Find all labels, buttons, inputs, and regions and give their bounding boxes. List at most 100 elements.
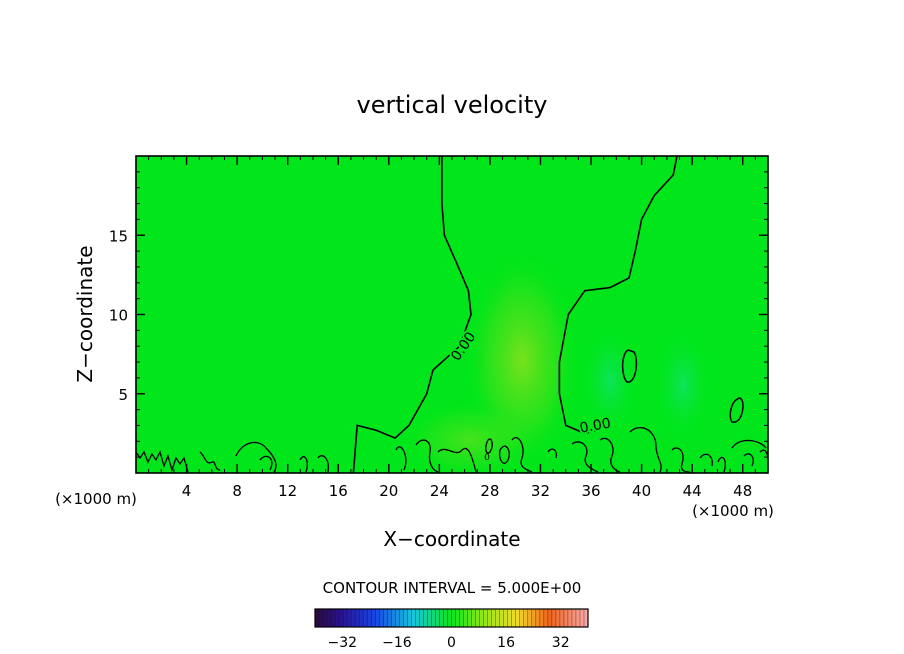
colorbar-frame: [314, 608, 589, 628]
colorbar-cell: [447, 609, 452, 627]
zero-contour-near-surface: [136, 427, 768, 473]
x-axis: 4 8 12 16 20 24 28 32 36 40 44 48: [148, 156, 756, 500]
colorbar-cell: [535, 609, 541, 627]
colorbar-tick-label: 16: [497, 635, 515, 651]
colorbar-cell: [491, 609, 496, 627]
colorbar-cell: [503, 609, 509, 627]
y-tick-label: 15: [109, 227, 128, 245]
x-tick-label: 40: [632, 482, 651, 500]
colorbar-cell: [327, 609, 332, 627]
colorbar-cell: [583, 609, 589, 627]
y-tick-label: 10: [109, 307, 128, 325]
plot-field: [136, 156, 768, 473]
y-tick-label: 5: [118, 386, 128, 404]
colorbar-cell: [507, 609, 513, 627]
colorbar-cell: [343, 609, 348, 627]
colorbar-tick-label: −32: [328, 635, 358, 651]
x-tick-label: 36: [581, 482, 600, 500]
colorbar-cell: [543, 609, 549, 627]
updraft-base: [400, 400, 540, 473]
colorbar-cell: [551, 609, 557, 627]
colorbar-cell: [395, 609, 400, 627]
colorbar-cell: [411, 609, 416, 627]
downdraft-region: [580, 320, 640, 440]
colorbar-cell: [515, 609, 521, 627]
colorbar-cell: [567, 609, 573, 627]
x-tick-label: 24: [430, 482, 449, 500]
x-tick-label: 4: [182, 482, 192, 500]
colorbar-cell: [323, 609, 328, 627]
y-axis: 5 10 15: [109, 171, 768, 458]
x-tick-label: 20: [379, 482, 398, 500]
colorbar-cell: [475, 609, 480, 627]
contour-label-small: 0: [484, 453, 490, 463]
colorbar-cell: [459, 609, 464, 627]
contour-interval-text: CONTOUR INTERVAL = 5.000E+00: [323, 579, 582, 597]
x-tick-label: 16: [329, 482, 348, 500]
colorbar-cell: [367, 609, 372, 627]
colorbar-cell: [375, 609, 380, 627]
zero-contour-left: [352, 156, 472, 473]
colorbar-cell: [419, 609, 424, 627]
colorbar-cell: [399, 609, 404, 627]
colorbar-tick-label: 32: [552, 635, 570, 651]
downdraft-region-2: [653, 325, 713, 445]
colorbar-cell: [575, 609, 581, 627]
colorbar-cell: [379, 609, 384, 627]
colorbar-cell: [467, 609, 472, 627]
colorbar-cell: [339, 609, 344, 627]
colorbar-cell: [363, 609, 368, 627]
colorbar-cell: [335, 609, 340, 627]
x-tick-label: 44: [683, 482, 702, 500]
colorbar-cell: [331, 609, 336, 627]
colorbar-cell: [347, 609, 352, 627]
colorbar-cell: [355, 609, 360, 627]
colorbar-cell: [415, 609, 420, 627]
colorbar-tick-label: −16: [382, 635, 412, 651]
x-unit-left: (×1000 m): [55, 490, 137, 508]
x-tick-label: 12: [278, 482, 297, 500]
colorbar-cell: [499, 609, 504, 627]
colorbar-cell: [351, 609, 356, 627]
colorbar-cell: [427, 609, 432, 627]
colorbar-cell: [455, 609, 460, 627]
colorbar-cell: [479, 609, 484, 627]
colorbar-cell: [571, 609, 577, 627]
colorbar-cell: [391, 609, 396, 627]
x-tick-label: 48: [733, 482, 752, 500]
colorbar-cell: [495, 609, 500, 627]
colorbar-cell: [519, 609, 525, 627]
colorbar-cell: [319, 609, 324, 627]
colorbar-cell: [371, 609, 376, 627]
colorbar-cell: [483, 609, 488, 627]
x-unit-right: (×1000 m): [692, 502, 774, 520]
colorbar-cell: [383, 609, 388, 627]
zero-contour-right: [558, 156, 678, 435]
colorbar-cell: [523, 609, 529, 627]
colorbar-cell: [487, 609, 492, 627]
y-axis-label: Z−coordinate: [73, 245, 97, 382]
colorbar-cell: [315, 609, 320, 627]
colorbar-cell: [431, 609, 436, 627]
colorbar-cell: [439, 609, 444, 627]
chart-title: vertical velocity: [357, 91, 548, 119]
zero-contour-closed-1: [621, 349, 638, 383]
x-tick-label: 8: [232, 482, 242, 500]
colorbar-cell: [407, 609, 412, 627]
colorbar-cell: [423, 609, 428, 627]
colorbar-cell: [579, 609, 585, 627]
colorbar-cell: [463, 609, 468, 627]
colorbar-cell: [443, 609, 448, 627]
colorbar-cell: [451, 609, 456, 627]
colorbar-cell: [559, 609, 565, 627]
colorbar-tick-label: 0: [447, 635, 456, 651]
colorbar-cell: [555, 609, 561, 627]
colorbar-cell: [435, 609, 440, 627]
colorbar-cell: [539, 609, 545, 627]
colorbar-cell: [547, 609, 553, 627]
colorbar-cell: [471, 609, 476, 627]
colorbar-cell: [511, 609, 517, 627]
colorbar-cell: [563, 609, 569, 627]
x-tick-label: 28: [480, 482, 499, 500]
